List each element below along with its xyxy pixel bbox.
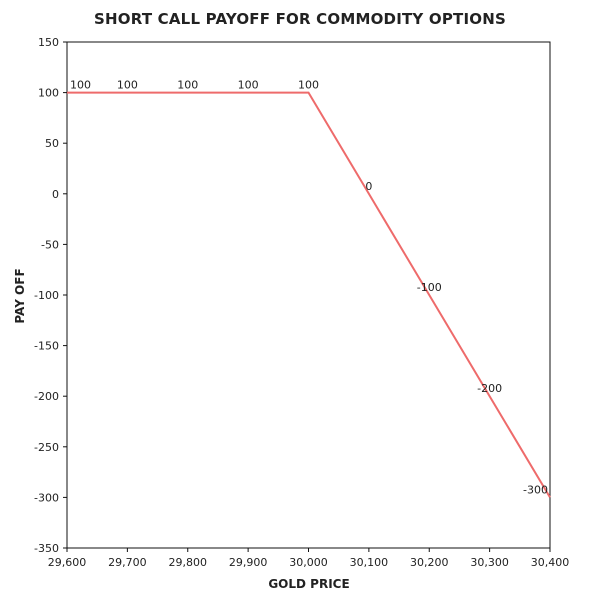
- y-tick-label: -250: [34, 441, 59, 454]
- x-tick-label: 30,000: [289, 556, 328, 569]
- data-label: -100: [417, 281, 442, 294]
- x-tick-label: 29,700: [108, 556, 147, 569]
- y-axis-ticks: 150 100 50 0 -50 -100 -150 -200 -250 -300 -350: [34, 36, 67, 555]
- x-tick-label: 30,300: [470, 556, 509, 569]
- data-label: 100: [177, 79, 198, 92]
- x-axis-label: GOLD PRICE: [268, 577, 349, 591]
- y-tick-label: 50: [45, 137, 59, 150]
- y-tick-label: -100: [34, 289, 59, 302]
- x-tick-label: 30,100: [350, 556, 389, 569]
- y-tick-label: 150: [38, 36, 59, 49]
- data-label: 100: [117, 79, 138, 92]
- x-tick-label: 30,200: [410, 556, 449, 569]
- x-tick-label: 29,800: [169, 556, 208, 569]
- plot-border: [66, 41, 551, 549]
- y-tick-label: -200: [34, 390, 59, 403]
- y-tick-label: 100: [38, 87, 59, 100]
- data-label: 100: [70, 79, 91, 92]
- data-label: 100: [238, 79, 259, 92]
- series-group: [66, 91, 551, 498]
- y-axis-label: PAY OFF: [13, 268, 27, 323]
- x-axis-ticks: 29,600 29,700 29,800 29,900 30,000 30,100 30,2…: [48, 548, 570, 569]
- y-tick-label: -150: [34, 340, 59, 353]
- y-tick-label: -300: [34, 491, 59, 504]
- y-tick-label: -350: [34, 542, 59, 555]
- x-tick-label: 29,900: [229, 556, 268, 569]
- x-tick-label: 29,600: [48, 556, 87, 569]
- data-label: -200: [477, 382, 502, 395]
- data-label: -300: [523, 483, 548, 496]
- chart-title: SHORT CALL PAYOFF FOR COMMODITY OPTIONS: [94, 10, 506, 28]
- data-labels: 100 100 100 100 100 0 -100 -200 -300: [70, 79, 548, 497]
- y-tick-label: 0: [52, 188, 59, 201]
- plot-area: [66, 41, 551, 549]
- series-line-1: [67, 91, 551, 498]
- data-label: 0: [365, 180, 372, 193]
- x-tick-label: 30,400: [531, 556, 570, 569]
- data-label: 100: [298, 79, 319, 92]
- y-tick-label: -50: [41, 238, 59, 251]
